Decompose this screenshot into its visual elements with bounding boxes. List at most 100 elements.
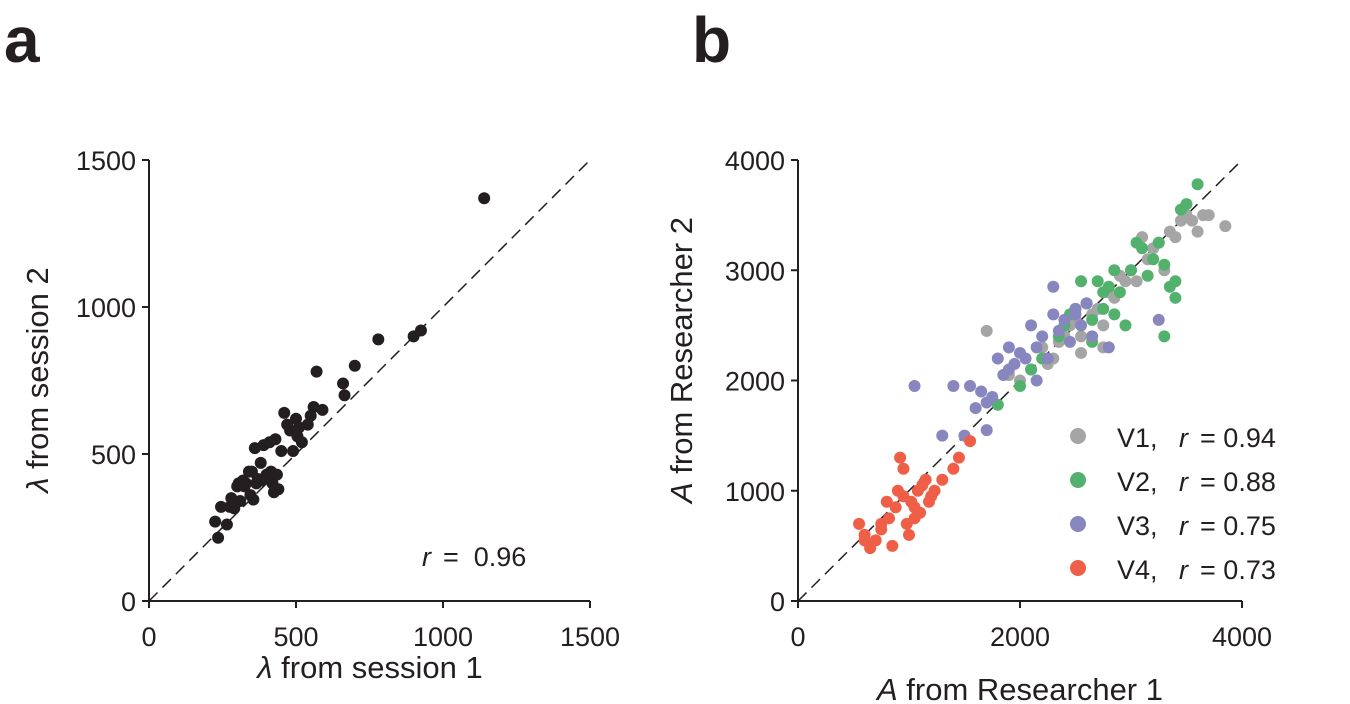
point-v4 [875,517,888,530]
point-v2 [1097,302,1110,315]
panel-a-x-tick-label: 1500 [560,622,620,652]
point-sessions [295,436,308,449]
point-v3 [1063,335,1076,348]
point-v3 [1041,352,1054,365]
point-v3 [947,380,960,393]
point-v2 [1180,198,1193,211]
point-v3 [1019,352,1032,365]
point-v3 [1069,302,1082,315]
point-v4 [919,473,932,486]
point-v4 [858,528,871,541]
point-sessions [270,468,283,481]
point-v4 [897,490,910,503]
point-v3 [1102,341,1115,354]
point-v3 [1002,363,1015,376]
point-v3 [991,352,1004,365]
point-v3 [1002,341,1015,354]
point-v3 [980,424,993,437]
panel-b-y-tick-label: 1000 [725,477,785,507]
point-v3 [1036,330,1049,343]
panel-b-x-tick-label: 0 [790,622,805,652]
point-v4 [908,512,921,525]
point-v2 [1152,236,1165,249]
point-v3 [1025,319,1038,332]
point-v2 [1108,264,1121,277]
point-sessions [372,333,385,346]
point-v2 [1158,258,1171,271]
point-v3 [908,380,921,393]
point-v1 [1186,214,1199,227]
panel-b-ticks: 0 2000 4000 0 1000 2000 3000 4000 [725,146,1272,652]
point-v1 [1075,330,1088,343]
panel-a-y-tick-label: 500 [91,440,136,470]
point-v2 [1191,178,1204,191]
panel-a-x-tick-label: 500 [273,622,318,652]
panel-b-points [853,178,1232,555]
point-v3 [1152,313,1165,326]
panel-a-y-tick-label: 1000 [76,293,136,323]
panel-b-letter: b [692,4,732,76]
panel-b-y-tick-label: 2000 [725,367,785,397]
point-v1 [980,324,993,337]
panel-b-x-label: A from Researcher 1 [875,672,1163,704]
panel-a-y-label: λ from session 2 [20,267,55,494]
point-v3 [1058,313,1071,326]
point-v4 [952,451,965,464]
panel-a-y-tick-label: 1500 [76,146,136,176]
point-v3 [980,396,993,409]
point-v4 [928,484,941,497]
point-v4 [903,528,915,541]
point-v3 [1030,374,1043,387]
point-v4 [853,517,866,530]
point-v3 [936,429,949,442]
panel-b-y-tick-label: 0 [770,587,785,617]
panel-a-chart: 0 500 1000 1500 0 500 1000 1500 λ from session … [20,146,620,685]
panel-b-y-tick-label: 4000 [725,146,785,176]
point-v2 [1075,275,1088,288]
point-v3 [1047,308,1060,321]
point-v2 [1086,313,1099,326]
point-v2 [1091,275,1104,288]
panel-a-ticks: 0 500 1000 1500 0 500 1000 1500 [76,146,620,652]
point-v3 [1030,341,1043,354]
point-v3 [1047,280,1060,293]
point-sessions [478,192,491,205]
point-v2 [1136,242,1149,255]
point-sessions [316,403,329,416]
point-sessions [240,477,253,490]
panel-b-x-tick-label: 4000 [1212,622,1272,652]
panel-a-x-tick-label: 0 [141,622,156,652]
point-v2 [1119,319,1132,332]
point-sessions [254,456,267,469]
point-sessions [272,483,285,496]
panel-a-x-tick-label: 1000 [413,622,473,652]
point-v1 [1169,231,1182,244]
point-v1 [1075,346,1088,359]
legend-label-v4: V4, r = 0.73 [1117,555,1276,585]
point-sessions [337,377,350,390]
point-v2 [1102,280,1115,293]
legend-marker-v1 [1070,428,1086,444]
point-v4 [897,462,910,475]
point-sessions [278,406,291,419]
point-v4 [894,451,907,464]
point-v2 [1108,308,1121,321]
point-v2 [1169,275,1182,288]
panel-a-y-tick-label: 0 [121,587,136,617]
point-sessions [287,445,300,458]
point-v1 [1191,225,1204,238]
point-v1 [1119,275,1132,288]
panel-a-x-label: λ from session 1 [255,650,482,685]
panel-b-y-label: A from Researcher 2 [664,217,699,505]
point-sessions [269,433,282,446]
point-v2 [1125,264,1137,277]
legend-label-v2: V2, r = 0.88 [1117,467,1276,497]
point-v4 [947,462,960,475]
point-v4 [889,501,902,514]
legend-marker-v2 [1070,472,1086,488]
point-sessions [215,500,228,513]
point-sessions [348,359,361,372]
point-v2 [1025,363,1038,376]
panel-a-points [209,192,491,544]
